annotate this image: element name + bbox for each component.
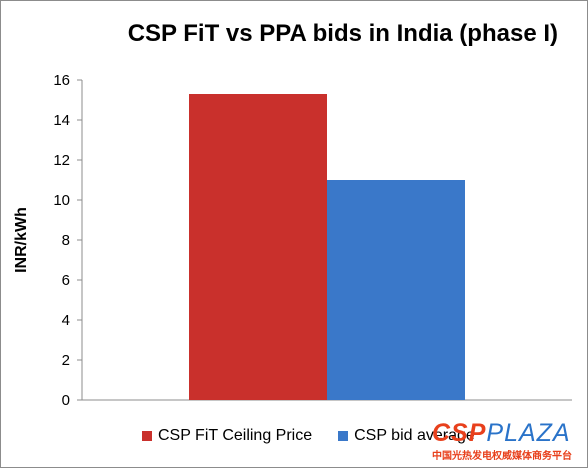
watermark-logo: CSPPLAZA 中国光热发电权威媒体商务平台 xyxy=(432,420,584,462)
legend-item-fit: CSP FiT Ceiling Price xyxy=(142,427,312,445)
legend-item-bid: CSP bid average xyxy=(338,427,475,445)
legend-label-fit: CSP FiT Ceiling Price xyxy=(158,427,313,444)
y-tick-label: 4 xyxy=(62,312,70,329)
bar-fit-ceiling-price xyxy=(189,94,327,400)
y-tick-label: 8 xyxy=(62,232,70,249)
y-tick-label: 12 xyxy=(53,152,70,169)
legend-swatch-fit xyxy=(142,431,152,441)
y-tick-label: 14 xyxy=(53,112,70,129)
y-tick-label: 10 xyxy=(53,192,70,209)
y-tick-label: 6 xyxy=(62,272,70,289)
watermark-subtitle: 中国光热发电权威媒体商务平台 xyxy=(432,451,572,462)
watermark-logo-text: CSPPLAZA xyxy=(432,420,584,446)
y-tick-label: 2 xyxy=(62,352,70,369)
chart-title: CSP FiT vs PPA bids in India (phase I) xyxy=(127,20,558,47)
bars xyxy=(189,94,465,400)
legend: CSP FiT Ceiling Price CSP bid average xyxy=(142,427,501,445)
watermark-logo-part1: CSP xyxy=(432,419,487,447)
watermark-logo-part2: PLAZA xyxy=(486,419,571,447)
legend-label-bid: CSP bid average xyxy=(354,427,475,444)
legend-swatch-bid xyxy=(338,431,349,441)
y-tick-label: 16 xyxy=(53,72,70,89)
y-tick-label: 0 xyxy=(62,392,70,409)
bar-bid-average xyxy=(327,180,465,400)
